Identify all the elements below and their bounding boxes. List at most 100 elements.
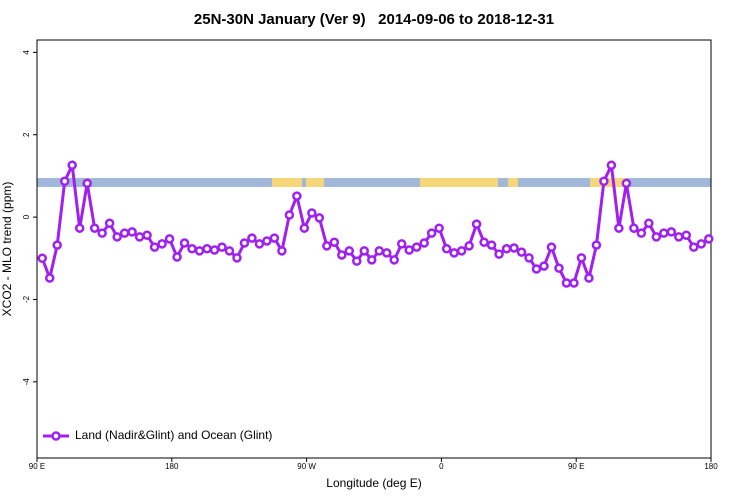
data-point <box>614 223 624 233</box>
x-tick-label: 180 <box>165 462 179 471</box>
data-point <box>381 248 392 258</box>
chart-title: 25N-30N January (Ver 9) 2014-09-06 to 20… <box>194 11 554 28</box>
data-point <box>561 278 572 288</box>
land-ocean-strip <box>37 178 711 187</box>
y-tick-label: -4 <box>22 378 31 386</box>
data-point <box>337 250 347 260</box>
data-point <box>501 244 512 254</box>
data-point <box>164 234 175 244</box>
data-point <box>546 242 557 252</box>
data-point <box>509 243 519 253</box>
data-point <box>277 246 287 256</box>
data-point <box>704 234 714 244</box>
data-point <box>516 247 527 257</box>
data-point <box>82 178 92 189</box>
data-point <box>142 230 152 240</box>
data-point <box>674 232 684 242</box>
data-point <box>217 242 227 252</box>
data-point <box>284 210 295 220</box>
data-point <box>456 246 467 256</box>
data-point <box>629 223 639 233</box>
data-point <box>554 263 564 273</box>
data-point <box>172 252 182 262</box>
data-point <box>367 255 377 265</box>
data-point <box>696 239 707 249</box>
data-point <box>149 242 160 252</box>
data-point <box>471 219 482 229</box>
data-point <box>239 238 250 248</box>
data-point <box>262 236 272 246</box>
y-tick-label: 2 <box>22 132 31 137</box>
data-point <box>359 246 370 256</box>
data-point <box>621 178 632 189</box>
data-point <box>344 246 355 256</box>
data-point <box>194 246 205 256</box>
x-tick-label: 90 W <box>297 462 316 471</box>
data-point <box>254 239 265 249</box>
data-point <box>606 160 617 170</box>
data-point <box>44 273 55 283</box>
data-point <box>404 245 414 255</box>
data-point <box>374 246 384 256</box>
data-point <box>119 228 130 238</box>
data-point <box>494 249 504 259</box>
data-point <box>134 232 145 242</box>
data-point <box>644 218 654 229</box>
data-point <box>584 273 594 283</box>
data-point <box>449 248 459 258</box>
data-point <box>599 176 609 187</box>
x-tick-label: 0 <box>439 462 444 471</box>
data-point <box>187 244 197 254</box>
data-point <box>681 230 692 240</box>
data-point <box>539 261 549 271</box>
data-point <box>59 176 70 187</box>
data-point <box>486 240 497 250</box>
data-point <box>389 255 399 265</box>
data-point <box>232 253 242 263</box>
data-point <box>464 241 474 251</box>
legend-marker <box>51 431 61 441</box>
data-point <box>112 232 122 242</box>
data-point <box>292 191 302 201</box>
data-point <box>329 237 340 247</box>
x-axis-label: Longitude (deg E) <box>326 476 421 490</box>
data-point <box>179 238 190 248</box>
data-point <box>299 223 310 233</box>
data-point <box>689 242 699 252</box>
y-tick-label: -2 <box>22 295 31 303</box>
data-point <box>97 228 107 238</box>
data-point <box>569 278 579 288</box>
data-point <box>666 227 677 237</box>
data-point <box>67 160 77 170</box>
data-point <box>269 233 280 243</box>
y-tick-label: 4 <box>22 50 31 55</box>
data-point <box>322 241 332 251</box>
data-point <box>307 208 317 218</box>
data-point <box>352 256 362 266</box>
data-point <box>479 237 489 247</box>
data-point <box>651 232 662 242</box>
data-point <box>209 245 220 255</box>
data-point <box>434 223 444 233</box>
data-point <box>531 264 542 274</box>
data-point <box>314 213 325 223</box>
data-point <box>441 244 452 254</box>
data-point <box>89 223 100 233</box>
data-point <box>37 253 47 264</box>
data-point <box>636 228 647 238</box>
y-axis-label: XCO2 - MLO trend (ppm) <box>0 182 14 317</box>
legend-label: Land (Nadir&Glint) and Ocean (Glint) <box>75 428 272 442</box>
data-point <box>127 227 137 237</box>
x-tick-label: 90 E <box>568 462 584 471</box>
data-point <box>202 244 212 254</box>
x-tick-label: 90 E <box>29 462 45 471</box>
data-point <box>74 223 85 233</box>
data-point <box>157 239 167 249</box>
data-point <box>659 228 669 238</box>
plot-frame <box>36 39 712 459</box>
data-point <box>52 240 62 250</box>
data-point <box>411 242 422 252</box>
data-point <box>224 246 235 256</box>
data-point <box>247 233 257 243</box>
